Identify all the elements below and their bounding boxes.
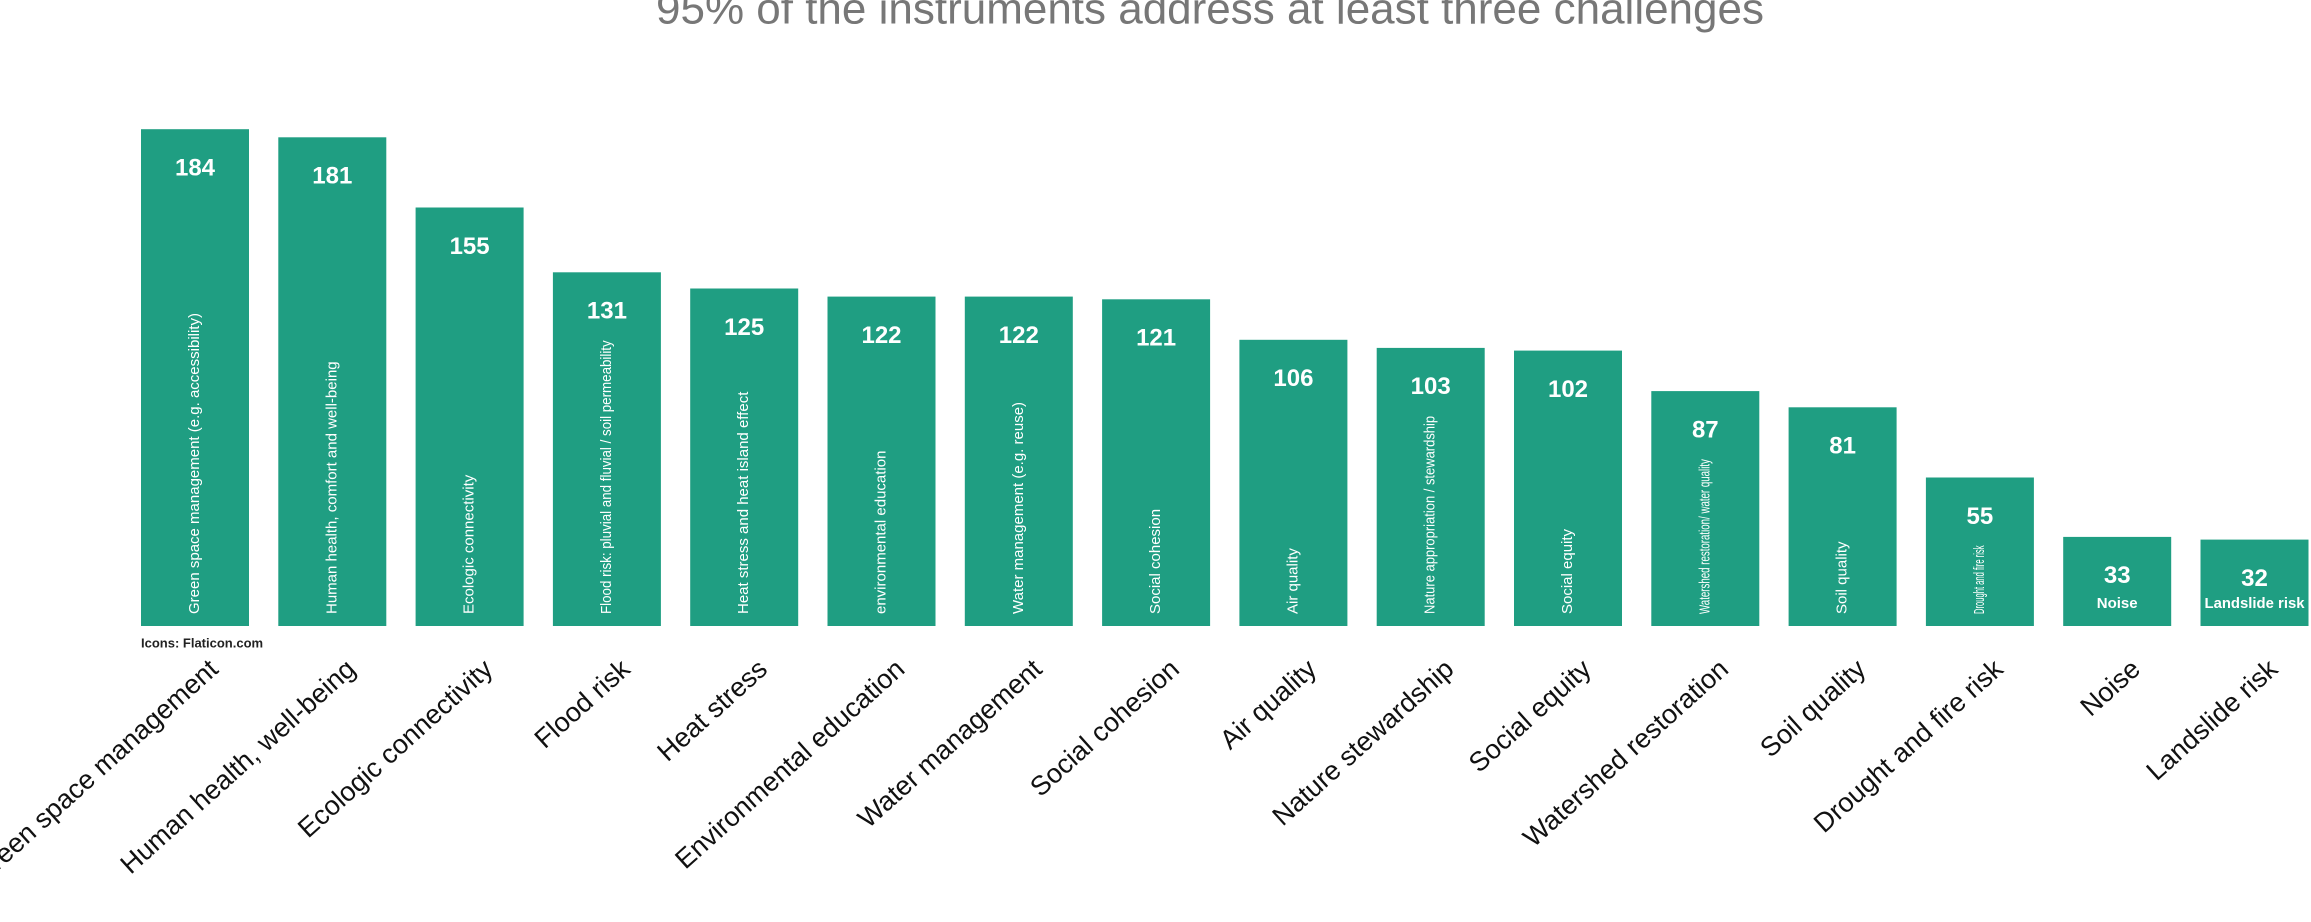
bar-label: Heat stress and heat island effect [735, 391, 752, 614]
value-label: 121 [1136, 325, 1176, 352]
chart-title: 95% of the instruments address at least … [656, 0, 1764, 34]
credit: Icons: Flaticon.com [141, 635, 263, 650]
x-tick-label: Air quality [1214, 653, 1323, 755]
value-label: 184 [175, 155, 216, 182]
value-label: 33 [2104, 562, 2131, 589]
bar-label: Air quality [1284, 548, 1301, 614]
x-tick-label: Noise [2075, 653, 2146, 721]
bar-label: Soil quality [1834, 541, 1851, 614]
bar-label: environmental education [872, 451, 889, 614]
value-label: 103 [1411, 373, 1451, 400]
value-label: 102 [1548, 376, 1588, 403]
value-label: 81 [1829, 433, 1856, 460]
bar-label: Drought and fire risk [1971, 545, 1988, 614]
chart: 95% of the instruments address at least … [0, 0, 2311, 922]
value-label: 106 [1273, 365, 1313, 392]
value-label: 125 [724, 314, 764, 341]
bar-label: Social cohesion [1147, 509, 1164, 614]
x-tick-label: Landslide risk [2141, 653, 2284, 786]
value-label: 131 [587, 298, 627, 325]
x-tick-label: Environmental education [669, 653, 910, 874]
bar-label: Social equity [1559, 528, 1576, 614]
bar-label: Water management (e.g. reuse) [1010, 402, 1027, 614]
x-tick-label: Human health, well-being [115, 653, 362, 879]
bar-label: Human health, comfort and well-being [323, 361, 340, 614]
x-tick-label: Heat stress [651, 653, 773, 767]
x-tick-label: Social cohesion [1024, 653, 1185, 802]
bar-label: Noise [2097, 595, 2138, 612]
value-label: 55 [1967, 503, 1994, 530]
x-tick-label: Green space management [0, 653, 224, 890]
x-tick-label: Soil quality [1754, 653, 1871, 763]
value-label: 181 [312, 163, 352, 190]
bar-label: Watershed restoration/ water quality [1696, 459, 1713, 614]
bar-label: Green space management (e.g. accessibili… [186, 313, 203, 614]
value-label: 122 [861, 322, 901, 349]
bar-label: Nature appropriation / stewardship [1422, 416, 1439, 614]
bar-label: Landslide risk [2205, 595, 2306, 612]
bar-label: Ecologic connectivity [461, 474, 478, 614]
x-tick-label: Flood risk [529, 653, 636, 754]
value-label: 32 [2241, 565, 2268, 592]
value-label: 155 [450, 233, 490, 260]
value-label: 122 [999, 322, 1039, 349]
x-tick-label: Social equity [1463, 653, 1597, 778]
bar-label: Flood risk: pluvial and fluvial / soil p… [598, 340, 615, 614]
value-label: 87 [1692, 416, 1719, 443]
